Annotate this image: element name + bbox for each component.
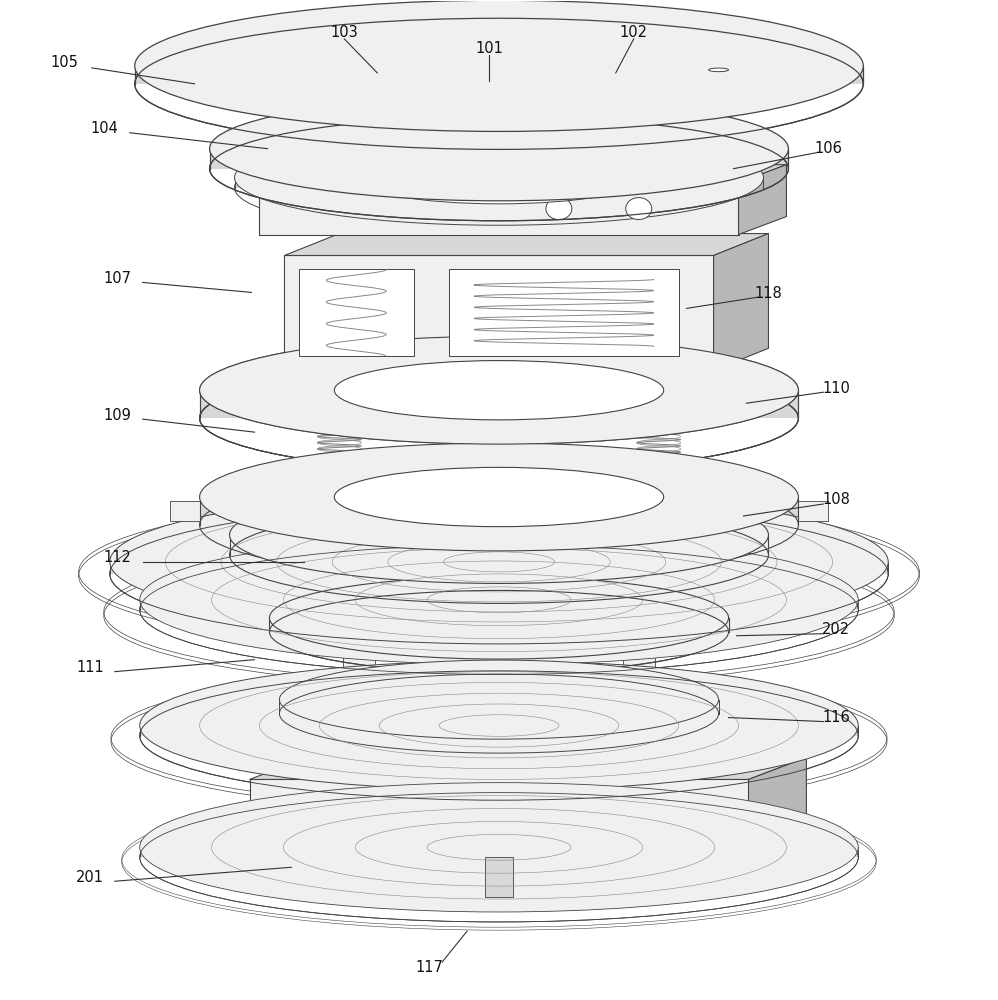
Ellipse shape bbox=[269, 576, 729, 659]
Text: 111: 111 bbox=[76, 660, 104, 675]
Polygon shape bbox=[259, 183, 739, 235]
Ellipse shape bbox=[279, 660, 719, 739]
Polygon shape bbox=[284, 234, 768, 255]
Text: 101: 101 bbox=[475, 41, 503, 56]
Polygon shape bbox=[135, 66, 863, 84]
Text: 117: 117 bbox=[415, 960, 443, 975]
Polygon shape bbox=[250, 779, 748, 837]
Ellipse shape bbox=[353, 151, 645, 204]
Polygon shape bbox=[279, 700, 719, 714]
Polygon shape bbox=[284, 255, 714, 370]
Polygon shape bbox=[748, 757, 806, 837]
FancyBboxPatch shape bbox=[528, 632, 560, 700]
Polygon shape bbox=[140, 726, 858, 736]
FancyBboxPatch shape bbox=[798, 501, 828, 521]
Ellipse shape bbox=[140, 783, 858, 912]
Text: 116: 116 bbox=[822, 710, 850, 725]
Polygon shape bbox=[269, 618, 729, 632]
Ellipse shape bbox=[428, 392, 450, 398]
Polygon shape bbox=[250, 757, 806, 779]
Polygon shape bbox=[230, 535, 768, 555]
Ellipse shape bbox=[135, 0, 863, 131]
FancyBboxPatch shape bbox=[343, 632, 375, 700]
Polygon shape bbox=[200, 497, 798, 525]
Polygon shape bbox=[714, 234, 768, 370]
Ellipse shape bbox=[110, 492, 888, 632]
Polygon shape bbox=[235, 178, 763, 188]
Ellipse shape bbox=[140, 661, 858, 790]
FancyBboxPatch shape bbox=[410, 368, 438, 392]
Ellipse shape bbox=[628, 392, 650, 398]
Ellipse shape bbox=[709, 68, 729, 72]
Ellipse shape bbox=[546, 198, 572, 220]
Ellipse shape bbox=[697, 798, 721, 818]
Text: 118: 118 bbox=[754, 286, 782, 301]
Ellipse shape bbox=[334, 467, 664, 527]
Ellipse shape bbox=[235, 130, 763, 225]
Text: 106: 106 bbox=[814, 141, 842, 156]
Ellipse shape bbox=[626, 198, 652, 220]
FancyBboxPatch shape bbox=[299, 269, 414, 356]
Polygon shape bbox=[739, 165, 786, 235]
FancyBboxPatch shape bbox=[404, 370, 459, 390]
FancyBboxPatch shape bbox=[438, 632, 470, 700]
Ellipse shape bbox=[528, 392, 550, 398]
Text: 202: 202 bbox=[822, 622, 850, 637]
Polygon shape bbox=[140, 600, 858, 610]
FancyBboxPatch shape bbox=[231, 368, 258, 392]
Ellipse shape bbox=[334, 361, 664, 420]
Text: 107: 107 bbox=[104, 271, 132, 286]
Ellipse shape bbox=[230, 486, 768, 583]
Polygon shape bbox=[140, 847, 858, 857]
Text: 109: 109 bbox=[104, 408, 132, 423]
FancyBboxPatch shape bbox=[449, 269, 679, 356]
Text: 104: 104 bbox=[91, 121, 119, 136]
Polygon shape bbox=[200, 390, 798, 418]
Ellipse shape bbox=[328, 392, 350, 398]
Ellipse shape bbox=[140, 535, 858, 664]
FancyBboxPatch shape bbox=[560, 368, 588, 392]
Ellipse shape bbox=[200, 443, 798, 551]
FancyBboxPatch shape bbox=[594, 370, 649, 390]
Text: 108: 108 bbox=[822, 492, 850, 507]
Polygon shape bbox=[110, 562, 888, 574]
FancyBboxPatch shape bbox=[484, 797, 514, 826]
Ellipse shape bbox=[200, 336, 798, 444]
Text: 112: 112 bbox=[104, 550, 132, 565]
FancyBboxPatch shape bbox=[623, 632, 655, 700]
Ellipse shape bbox=[210, 97, 788, 201]
Text: 103: 103 bbox=[330, 25, 358, 40]
FancyBboxPatch shape bbox=[485, 857, 513, 897]
Text: 201: 201 bbox=[76, 870, 104, 885]
Polygon shape bbox=[210, 149, 788, 169]
Polygon shape bbox=[259, 165, 786, 183]
Text: 102: 102 bbox=[620, 25, 648, 40]
FancyBboxPatch shape bbox=[170, 501, 200, 521]
Text: 110: 110 bbox=[822, 381, 850, 396]
Text: 105: 105 bbox=[51, 55, 79, 70]
FancyBboxPatch shape bbox=[740, 368, 767, 392]
